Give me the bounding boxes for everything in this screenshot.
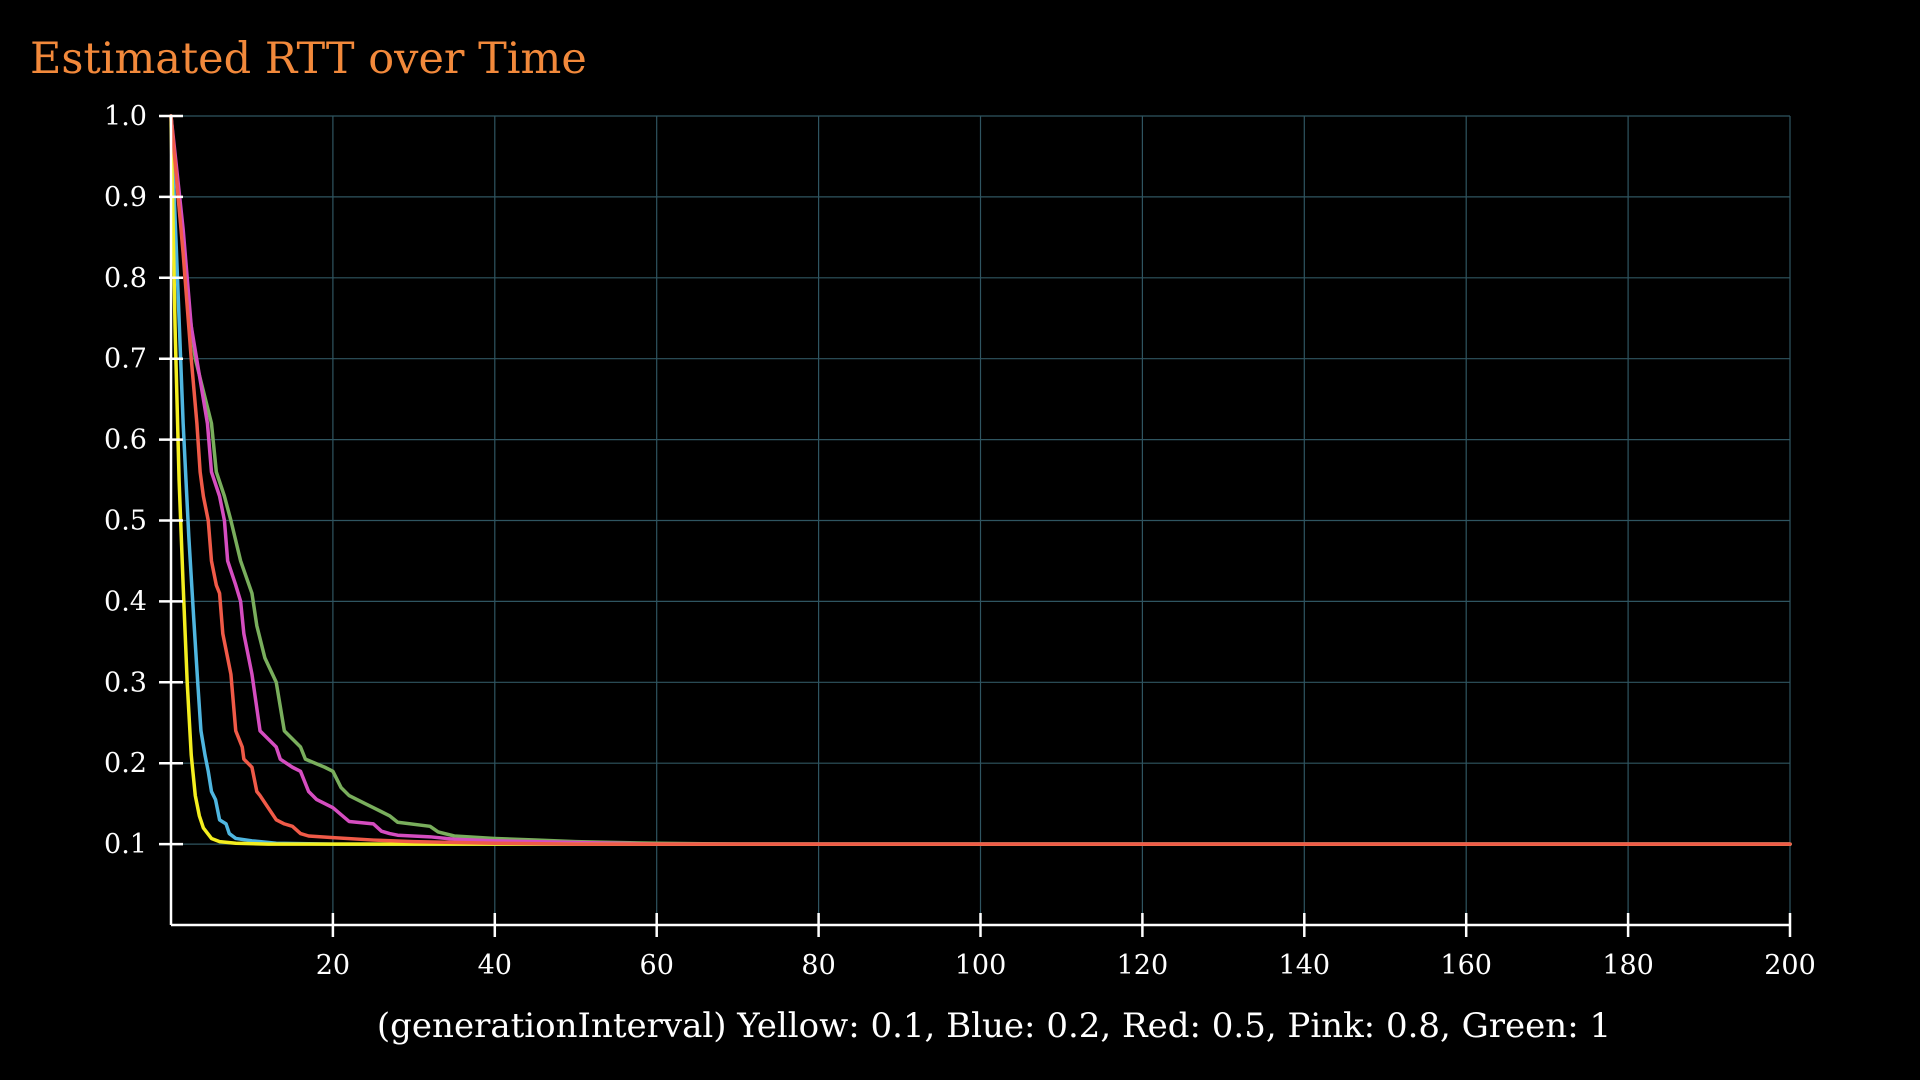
chart-title: Estimated RTT over Time xyxy=(30,34,587,84)
series-line-3 xyxy=(169,114,1792,846)
y-tick-label: 0.1 xyxy=(104,829,147,860)
grid xyxy=(171,115,1791,925)
y-tick-label: 0.7 xyxy=(104,344,147,375)
x-tick-label: 60 xyxy=(640,950,674,981)
y-tick-label: 0.2 xyxy=(104,748,147,779)
y-tick-label: 0.9 xyxy=(104,182,147,213)
x-tick-label: 100 xyxy=(955,950,1007,981)
x-tick-label: 180 xyxy=(1602,950,1654,981)
y-tick-label: 0.5 xyxy=(104,506,147,537)
x-tick-label: 80 xyxy=(801,950,835,981)
x-tick-label: 200 xyxy=(1764,950,1816,981)
tick-labels: 20 40 60 80 100 120 140 160 180 200 0.1 0.2 0.3 0.4 0.… xyxy=(104,101,1816,981)
y-tick-label: 1.0 xyxy=(104,101,147,132)
axes xyxy=(159,114,1792,937)
y-tick-label: 0.8 xyxy=(104,263,147,294)
y-tick-label: 0.3 xyxy=(104,667,147,698)
x-tick-label: 20 xyxy=(316,950,350,981)
x-tick-label: 140 xyxy=(1279,950,1331,981)
series-line-4 xyxy=(169,114,1792,846)
series-lines xyxy=(169,114,1792,846)
y-tick-label: 0.4 xyxy=(104,586,147,617)
series-line-0 xyxy=(169,114,1792,846)
x-axis-label: (generationInterval) Yellow: 0.1, Blue: … xyxy=(377,1006,1611,1046)
x-tick-label: 120 xyxy=(1117,950,1169,981)
x-tick-label: 160 xyxy=(1440,950,1492,981)
series-line-2 xyxy=(169,114,1792,846)
y-tick-label: 0.6 xyxy=(104,425,147,456)
series-line-1 xyxy=(169,114,1792,846)
x-tick-label: 40 xyxy=(478,950,512,981)
